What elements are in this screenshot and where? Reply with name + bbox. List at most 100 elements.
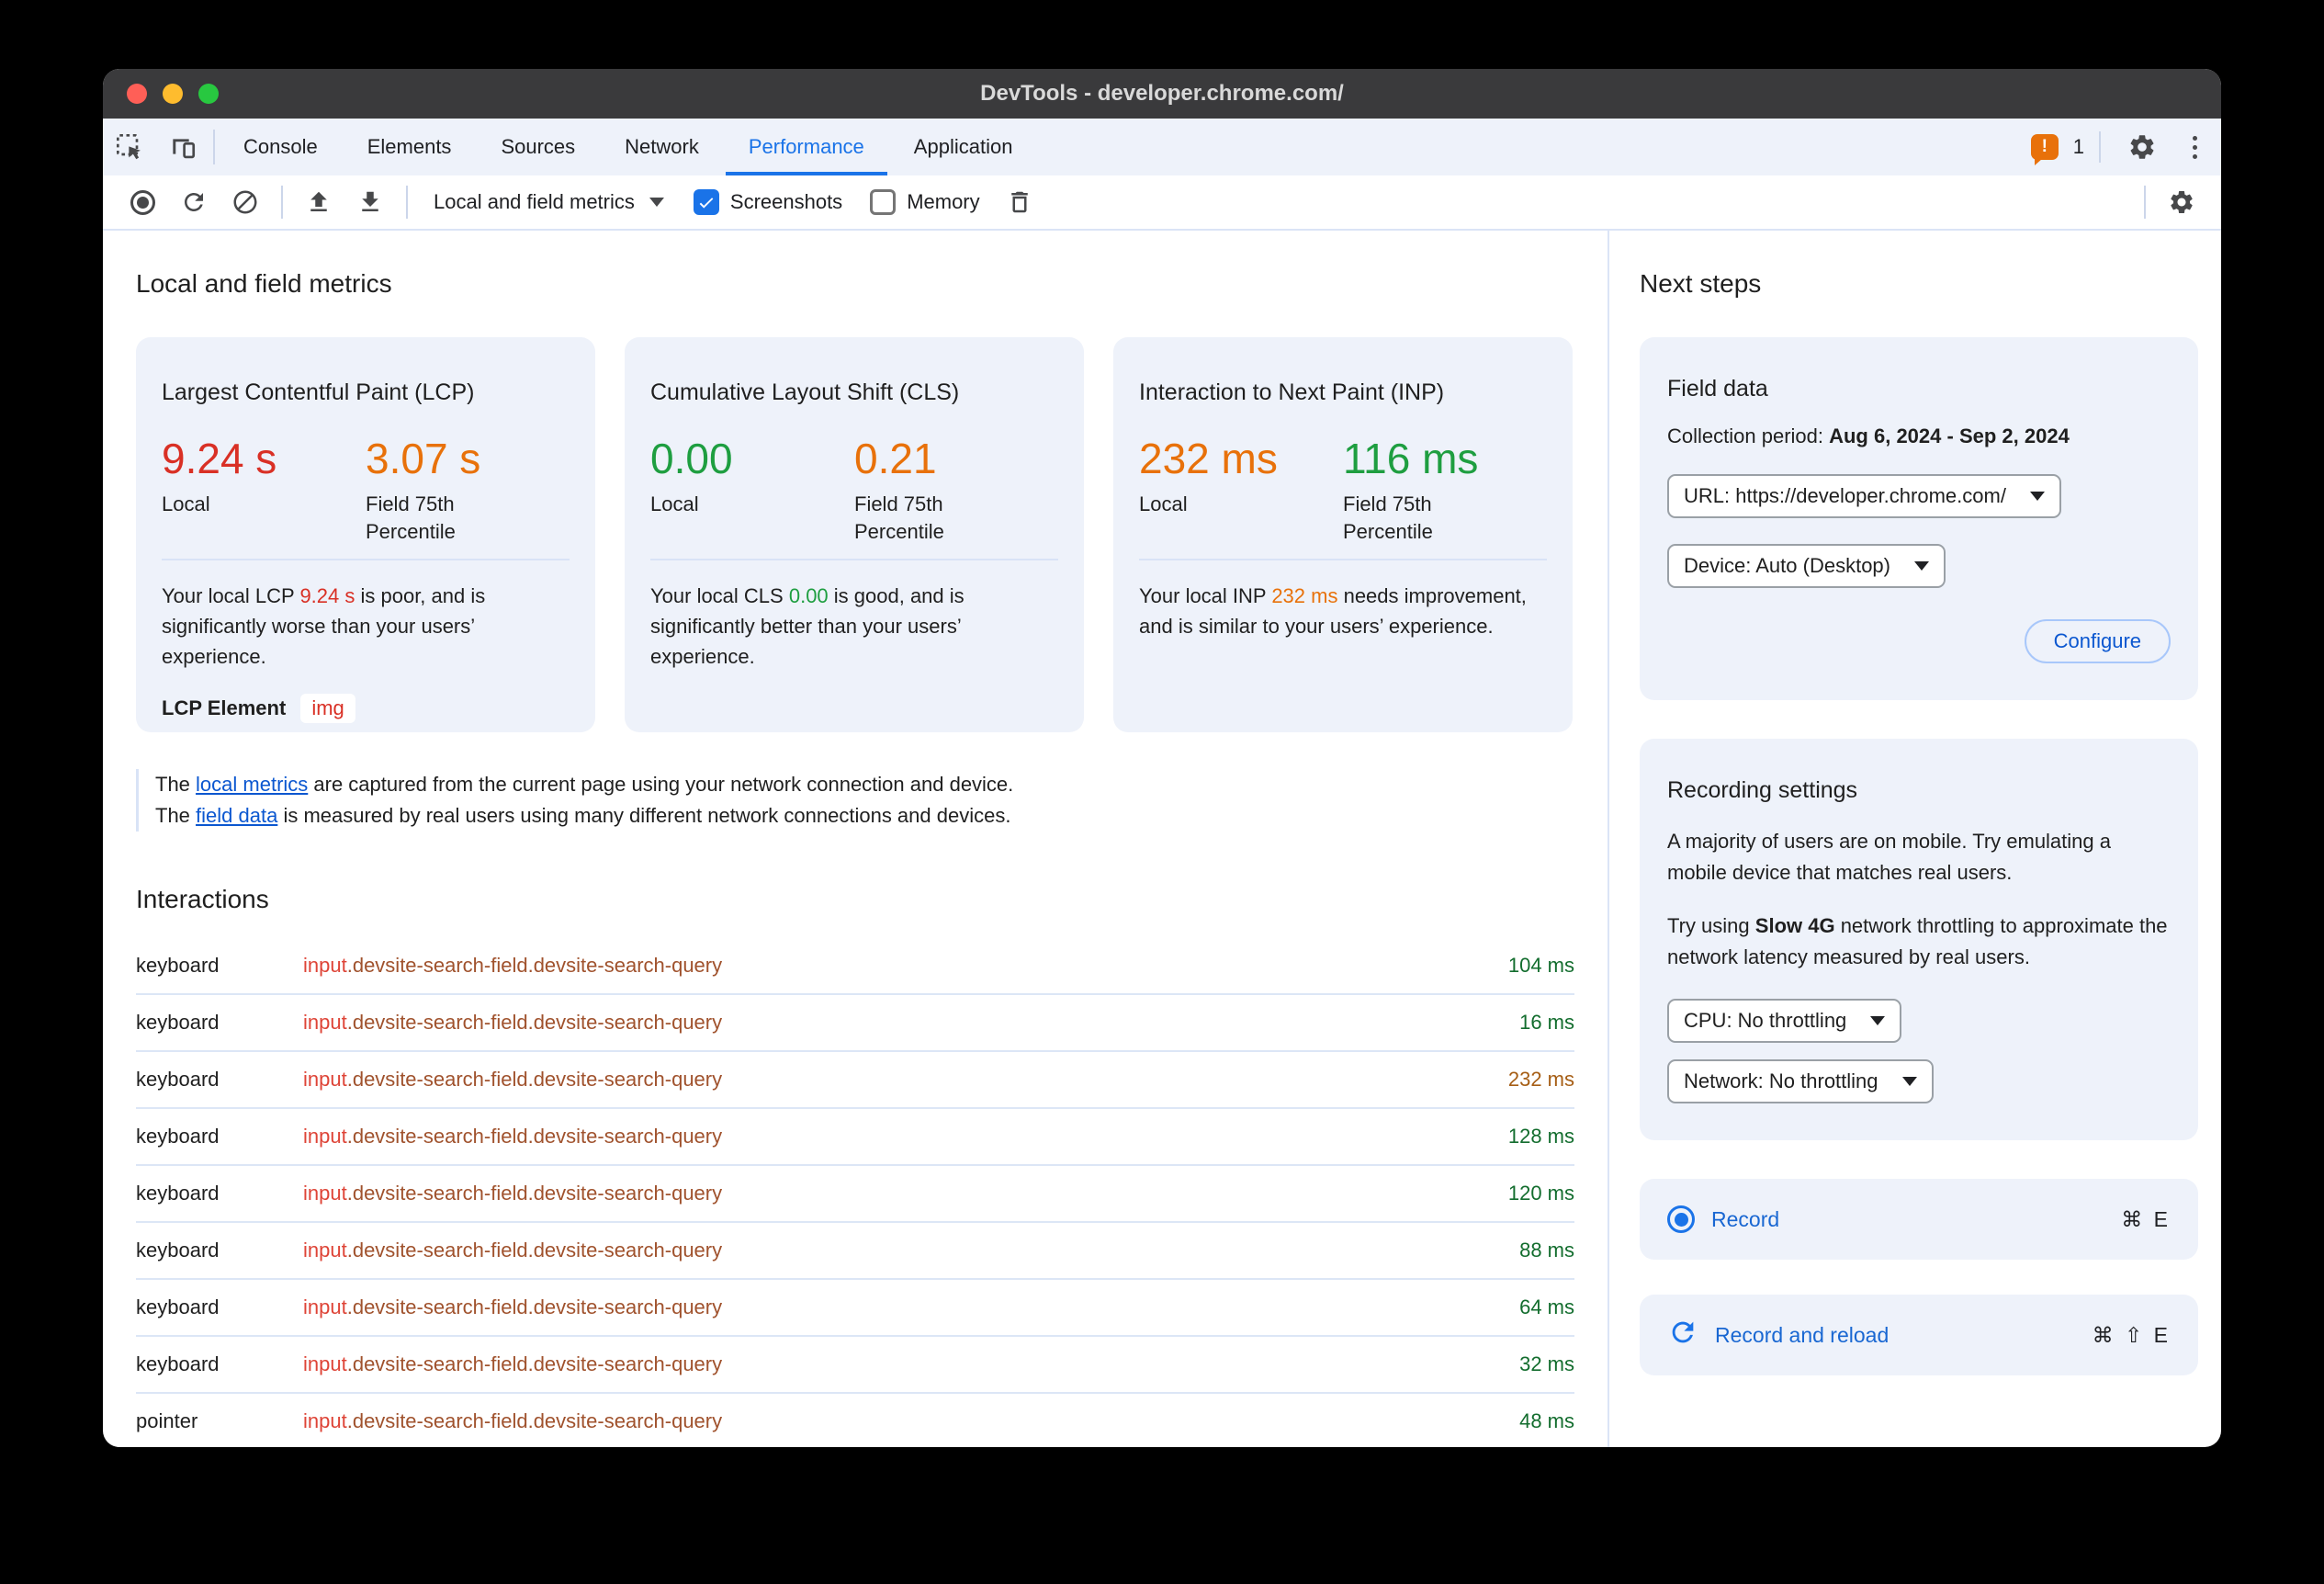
- inp-local-label: Local: [1139, 492, 1188, 515]
- interaction-type: keyboard: [136, 1352, 220, 1375]
- page-title: Local and field metrics: [136, 269, 392, 298]
- record-icon[interactable]: [119, 180, 165, 224]
- interaction-element-link[interactable]: input.devsite-search-field.devsite-searc…: [303, 1239, 723, 1262]
- local-metrics-link[interactable]: local metrics: [196, 773, 309, 796]
- panel-divider[interactable]: [1608, 231, 1609, 1447]
- tab-performance[interactable]: Performance: [724, 119, 889, 175]
- interaction-element-link[interactable]: input.devsite-search-field.devsite-searc…: [303, 1125, 723, 1148]
- zoom-window-button[interactable]: [198, 84, 219, 104]
- chevron-down-icon: [1913, 561, 1929, 571]
- table-row: keyboard input.devsite-search-field.devs…: [136, 1166, 1574, 1223]
- interaction-type: pointer: [136, 1409, 198, 1432]
- divider: [213, 130, 215, 164]
- issues-warning-icon[interactable]: !: [2030, 134, 2059, 165]
- recording-settings-p2: Try using Slow 4G network throttling to …: [1667, 914, 2168, 968]
- divider: [162, 559, 570, 560]
- interaction-element-link[interactable]: input.devsite-search-field.devsite-searc…: [303, 1409, 723, 1432]
- table-row: keyboard input.devsite-search-field.devs…: [136, 1052, 1574, 1109]
- metrics-view-dropdown[interactable]: Local and field metrics: [421, 190, 677, 214]
- issues-count: 1: [2072, 135, 2084, 158]
- cls-field-value: 0.21: [854, 435, 937, 482]
- download-profile-icon[interactable]: [347, 180, 393, 224]
- field-data-link[interactable]: field data: [196, 804, 278, 827]
- settings-gear-icon[interactable]: [2115, 132, 2169, 162]
- upload-profile-icon[interactable]: [296, 180, 342, 224]
- devtools-window: DevTools - developer.chrome.com/ Console…: [103, 69, 2221, 1447]
- interaction-duration: 88 ms: [1519, 1239, 1574, 1262]
- inspect-element-icon[interactable]: [103, 119, 156, 175]
- tab-bar: Console Elements Sources Network Perform…: [103, 119, 2221, 175]
- record-and-reload-shortcut: ⌘ ⇧ E: [2092, 1322, 2171, 1347]
- lcp-element-link[interactable]: img: [300, 694, 355, 723]
- device-toolbar-icon[interactable]: [156, 119, 209, 175]
- interaction-element-link[interactable]: input.devsite-search-field.devsite-searc…: [303, 1352, 723, 1375]
- inp-local-value: 232 ms: [1139, 435, 1278, 482]
- configure-button[interactable]: Configure: [2024, 619, 2171, 663]
- tab-console[interactable]: Console: [243, 135, 318, 158]
- table-row: keyboard input.devsite-search-field.devs…: [136, 1109, 1574, 1166]
- table-row: keyboard input.devsite-search-field.devs…: [136, 995, 1574, 1052]
- cls-description: Your local CLS 0.00 is good, and is sign…: [650, 584, 965, 668]
- traffic-lights: [127, 69, 219, 119]
- lcp-element-label: LCP Element: [162, 696, 287, 719]
- interaction-element-link[interactable]: input.devsite-search-field.devsite-searc…: [303, 1011, 723, 1034]
- device-dropdown[interactable]: Device: Auto (Desktop): [1667, 544, 1946, 588]
- chevron-down-icon: [1901, 1077, 1917, 1086]
- network-throttling-dropdown[interactable]: Network: No throttling: [1667, 1059, 1934, 1103]
- interaction-duration: 48 ms: [1519, 1409, 1574, 1432]
- title-bar: DevTools - developer.chrome.com/: [103, 69, 2221, 119]
- lcp-card: Largest Contentful Paint (LCP) 9.24 s Lo…: [136, 337, 595, 732]
- screenshots-checkbox[interactable]: Screenshots: [683, 189, 853, 215]
- interactions-table: keyboard input.devsite-search-field.devs…: [136, 938, 1574, 1447]
- recording-settings-title: Recording settings: [1667, 777, 1858, 803]
- chevron-down-icon: [2029, 492, 2045, 501]
- close-window-button[interactable]: [127, 84, 147, 104]
- divider: [2144, 186, 2146, 219]
- divider: [1139, 559, 1547, 560]
- collect-garbage-icon[interactable]: [997, 180, 1043, 224]
- url-dropdown[interactable]: URL: https://developer.chrome.com/: [1667, 474, 2061, 518]
- interaction-type: keyboard: [136, 954, 220, 977]
- tab-sources[interactable]: Sources: [501, 135, 576, 158]
- performance-toolbar: Local and field metrics Screenshots Memo…: [103, 175, 2221, 231]
- table-row: pointer input.devsite-search-field.devsi…: [136, 1394, 1574, 1447]
- next-steps-title: Next steps: [1640, 269, 1762, 298]
- record-and-reload-label: Record and reload: [1715, 1322, 1890, 1347]
- inp-field-value: 116 ms: [1343, 435, 1479, 482]
- field-data-card: Field data Collection period: Aug 6, 202…: [1640, 337, 2198, 700]
- inp-card: Interaction to Next Paint (INP) 232 ms L…: [1113, 337, 1573, 732]
- inp-card-title: Interaction to Next Paint (INP): [1139, 379, 1445, 405]
- divider: [2099, 131, 2101, 163]
- reload-and-record-icon[interactable]: [171, 180, 217, 224]
- lcp-field-value: 3.07 s: [366, 435, 481, 482]
- panel-content: Local and field metrics Largest Contentf…: [103, 231, 2221, 1447]
- metric-cards: Largest Contentful Paint (LCP) 9.24 s Lo…: [136, 337, 1574, 732]
- lcp-card-title: Largest Contentful Paint (LCP): [162, 379, 475, 405]
- tab-elements[interactable]: Elements: [367, 135, 452, 158]
- tab-network[interactable]: Network: [625, 135, 699, 158]
- memory-checkbox[interactable]: Memory: [859, 189, 990, 215]
- interaction-type: keyboard: [136, 1068, 220, 1091]
- interaction-element-link[interactable]: input.devsite-search-field.devsite-searc…: [303, 954, 723, 977]
- record-and-reload-button[interactable]: Record and reload ⌘ ⇧ E: [1640, 1295, 2198, 1375]
- note-line-1: The local metrics are captured from the …: [155, 773, 1014, 796]
- interaction-duration: 104 ms: [1507, 954, 1574, 977]
- panel-settings-gear-icon[interactable]: [2159, 180, 2205, 224]
- lcp-local-value: 9.24 s: [162, 435, 277, 482]
- table-row: keyboard input.devsite-search-field.devs…: [136, 1337, 1574, 1394]
- record-button[interactable]: Record ⌘ E: [1640, 1179, 2198, 1260]
- clear-icon[interactable]: [222, 180, 268, 224]
- cpu-throttling-dropdown[interactable]: CPU: No throttling: [1667, 999, 1902, 1043]
- interaction-element-link[interactable]: input.devsite-search-field.devsite-searc…: [303, 1295, 723, 1318]
- record-shortcut: ⌘ E: [2121, 1206, 2171, 1231]
- collection-period: Collection period: Aug 6, 2024 - Sep 2, …: [1667, 424, 2070, 447]
- window-title: DevTools - developer.chrome.com/: [980, 81, 1344, 106]
- minimize-window-button[interactable]: [163, 84, 183, 104]
- more-options-kebab-icon[interactable]: [2183, 135, 2206, 159]
- divider: [281, 186, 283, 219]
- reload-icon: [1667, 1317, 1698, 1353]
- checkbox-unchecked-icon: [870, 189, 897, 215]
- interaction-element-link[interactable]: input.devsite-search-field.devsite-searc…: [303, 1068, 723, 1091]
- interaction-element-link[interactable]: input.devsite-search-field.devsite-searc…: [303, 1182, 723, 1205]
- tab-application[interactable]: Application: [913, 135, 1013, 158]
